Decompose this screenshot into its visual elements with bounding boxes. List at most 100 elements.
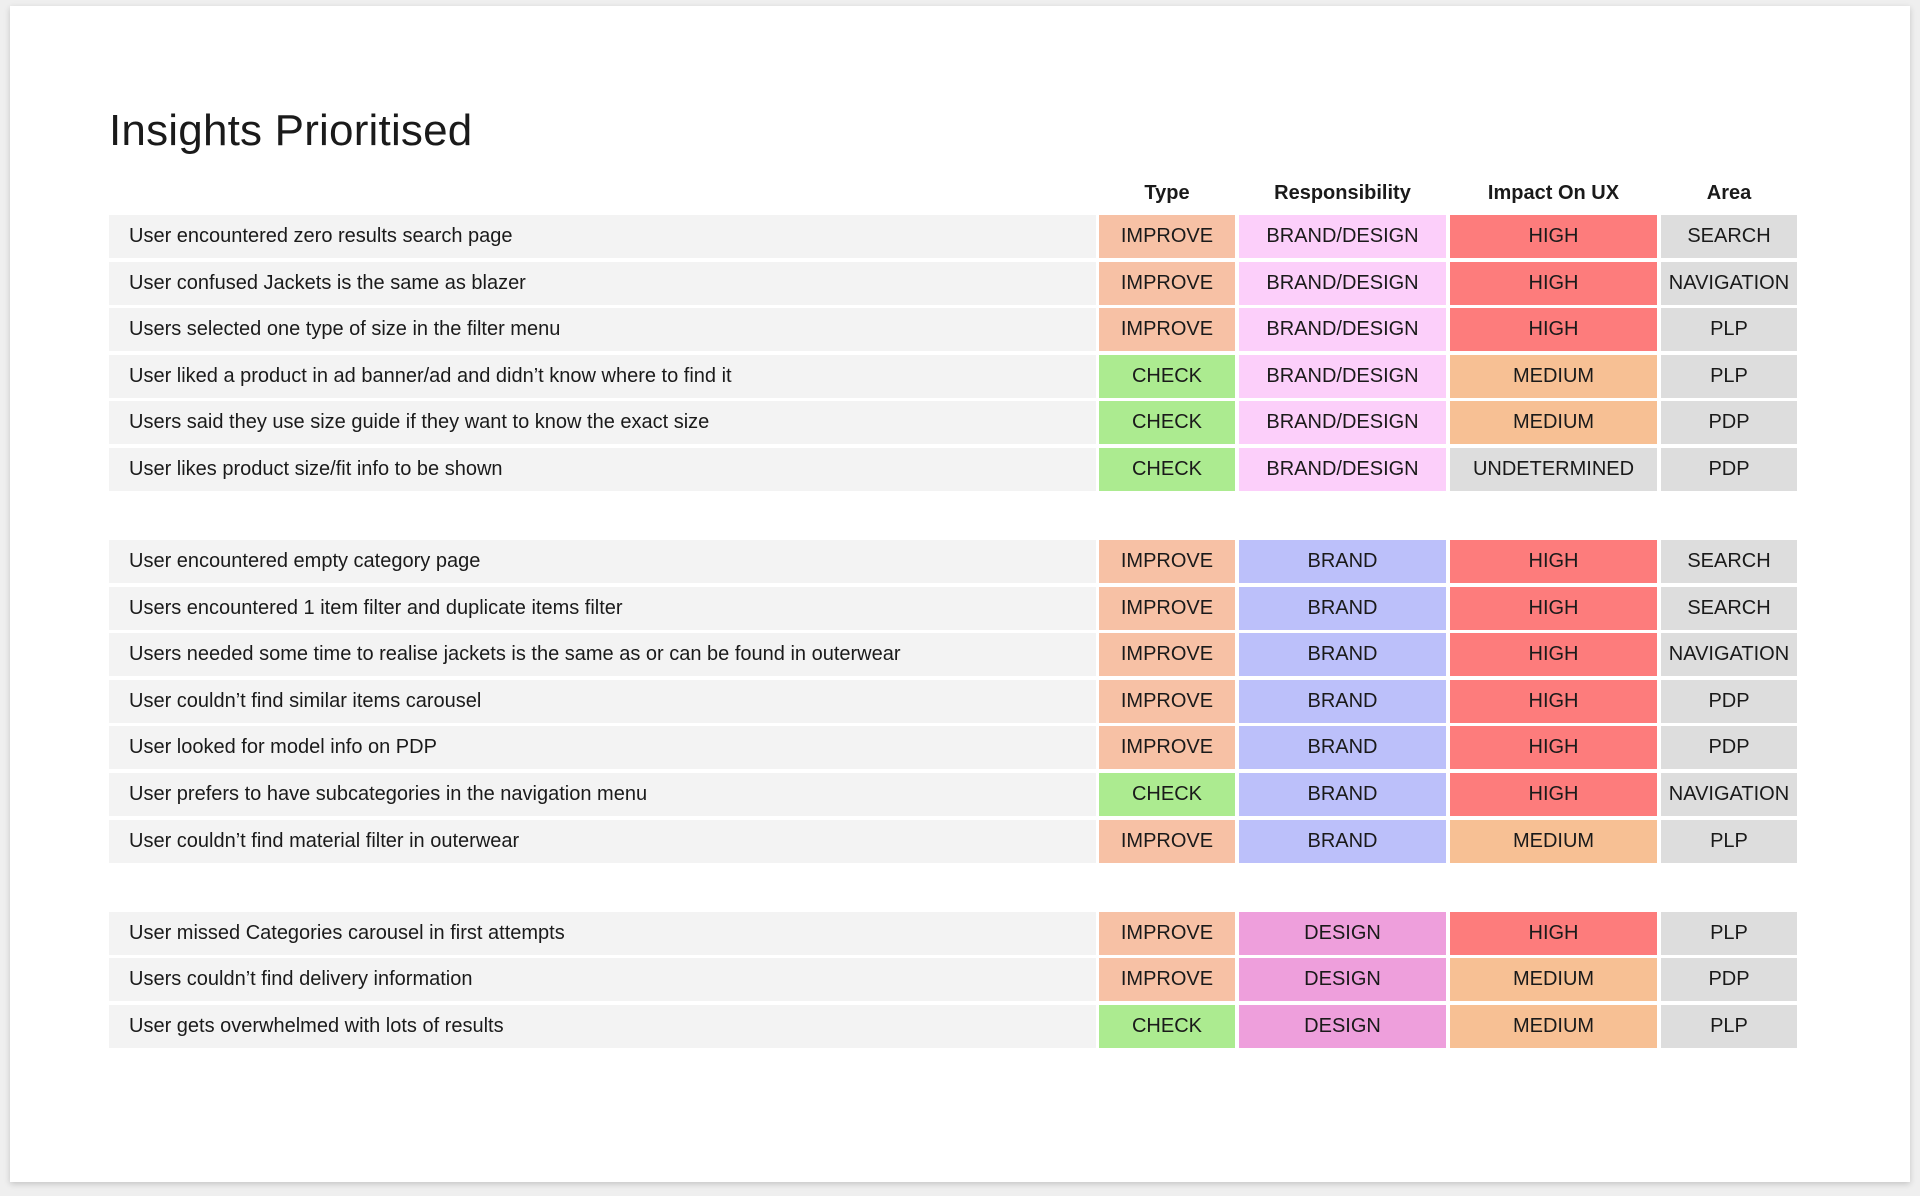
insight-text: User encountered zero results search pag… [109,215,1096,258]
area-badge: PLP [1661,819,1797,863]
table-row: User encountered zero results search pag… [109,215,1809,258]
insight-text: User looked for model info on PDP [109,726,1096,770]
table-row: User missed Categories carousel in first… [109,911,1809,955]
type-badge: IMPROVE [1099,911,1235,955]
table-row: Users couldn’t find delivery information… [109,958,1809,1002]
slide-canvas: Insights Prioritised Type Responsibility… [10,6,1910,1182]
responsibility-badge: DESIGN [1239,958,1446,1002]
table-row: User looked for model info on PDP IMPROVE… [109,726,1809,770]
responsibility-badge: BRAND/DESIGN [1239,354,1446,398]
area-badge: PDP [1661,401,1797,445]
responsibility-badge: BRAND [1239,679,1446,723]
header-type: Type [1144,182,1190,204]
area-badge: PLP [1661,308,1797,352]
insight-text: User couldn’t find material filter in ou… [109,819,1096,863]
impact-badge: HIGH [1450,539,1657,583]
type-badge: CHECK [1099,1004,1235,1048]
type-badge: IMPROVE [1099,261,1235,305]
type-badge: IMPROVE [1099,308,1235,352]
insight-text: User confused Jackets is the same as bla… [109,261,1096,305]
responsibility-badge: BRAND/DESIGN [1239,447,1446,491]
insight-text: User likes product size/fit info to be s… [109,447,1096,491]
table-row: User likes product size/fit info to be s… [109,447,1809,491]
type-badge: CHECK [1099,447,1235,491]
area-badge: SEARCH [1661,586,1797,630]
impact-badge: HIGH [1450,633,1657,677]
type-badge: IMPROVE [1099,819,1235,863]
impact-badge: MEDIUM [1450,354,1657,398]
area-badge: NAVIGATION [1661,261,1797,305]
responsibility-badge: BRAND [1239,772,1446,816]
insight-text: Users said they use size guide if they w… [109,401,1096,445]
responsibility-badge: DESIGN [1239,1004,1446,1048]
impact-badge: MEDIUM [1450,1004,1657,1048]
table-row: User couldn’t find material filter in ou… [109,819,1809,863]
impact-badge: HIGH [1450,215,1657,258]
insight-text: User liked a product in ad banner/ad and… [109,354,1096,398]
area-badge: PDP [1661,679,1797,723]
table-row: Users needed some time to realise jacket… [109,633,1809,677]
insight-text: Users couldn’t find delivery information [109,958,1096,1002]
insight-text: User encountered empty category page [109,539,1096,583]
type-badge: IMPROVE [1099,679,1235,723]
page-title: Insights Prioritised [109,106,473,155]
table-row: User gets overwhelmed with lots of resul… [109,1004,1809,1048]
type-badge: IMPROVE [1099,633,1235,677]
insight-text: User couldn’t find similar items carouse… [109,679,1096,723]
table-row: User liked a product in ad banner/ad and… [109,354,1809,398]
type-badge: IMPROVE [1099,726,1235,770]
area-badge: NAVIGATION [1661,772,1797,816]
type-badge: CHECK [1099,354,1235,398]
impact-badge: HIGH [1450,308,1657,352]
area-badge: PDP [1661,958,1797,1002]
insight-group: User encountered empty category page IMPR… [109,539,1809,863]
responsibility-badge: BRAND/DESIGN [1239,261,1446,305]
insights-table: User encountered zero results search pag… [109,215,1809,1097]
impact-badge: HIGH [1450,261,1657,305]
impact-badge: HIGH [1450,772,1657,816]
responsibility-badge: BRAND/DESIGN [1239,401,1446,445]
area-badge: SEARCH [1661,539,1797,583]
responsibility-badge: BRAND [1239,633,1446,677]
type-badge: CHECK [1099,772,1235,816]
type-badge: CHECK [1099,401,1235,445]
table-row: Users selected one type of size in the f… [109,308,1809,352]
insight-text: Users selected one type of size in the f… [109,308,1096,352]
responsibility-badge: BRAND [1239,586,1446,630]
type-badge: IMPROVE [1099,586,1235,630]
impact-badge: MEDIUM [1450,819,1657,863]
area-badge: PLP [1661,1004,1797,1048]
impact-badge: HIGH [1450,679,1657,723]
table-row: User prefers to have subcategories in th… [109,772,1809,816]
type-badge: IMPROVE [1099,958,1235,1002]
header-impact: Impact On UX [1487,182,1620,204]
area-badge: NAVIGATION [1661,633,1797,677]
responsibility-badge: BRAND/DESIGN [1239,308,1446,352]
header-responsibility: Responsibility [1274,182,1411,204]
table-row: Users encountered 1 item filter and dupl… [109,586,1809,630]
insight-group: User missed Categories carousel in first… [109,911,1809,1048]
area-badge: PLP [1661,911,1797,955]
responsibility-badge: DESIGN [1239,911,1446,955]
impact-badge: HIGH [1450,726,1657,770]
impact-badge: MEDIUM [1450,401,1657,445]
responsibility-badge: BRAND/DESIGN [1239,215,1446,258]
insight-text: User gets overwhelmed with lots of resul… [109,1004,1096,1048]
header-area: Area [1706,182,1752,204]
table-row: User confused Jackets is the same as bla… [109,261,1809,305]
area-badge: PDP [1661,726,1797,770]
insight-group: User encountered zero results search pag… [109,215,1809,491]
column-headers: Type Responsibility Impact On UX Area [109,178,1809,208]
insight-text: Users needed some time to realise jacket… [109,633,1096,677]
type-badge: IMPROVE [1099,539,1235,583]
area-badge: SEARCH [1661,215,1797,258]
insight-text: Users encountered 1 item filter and dupl… [109,586,1096,630]
impact-badge: HIGH [1450,586,1657,630]
responsibility-badge: BRAND [1239,726,1446,770]
table-row: User encountered empty category page IMPR… [109,539,1809,583]
area-badge: PDP [1661,447,1797,491]
table-row: Users said they use size guide if they w… [109,401,1809,445]
type-badge: IMPROVE [1099,215,1235,258]
area-badge: PLP [1661,354,1797,398]
table-row: User couldn’t find similar items carouse… [109,679,1809,723]
